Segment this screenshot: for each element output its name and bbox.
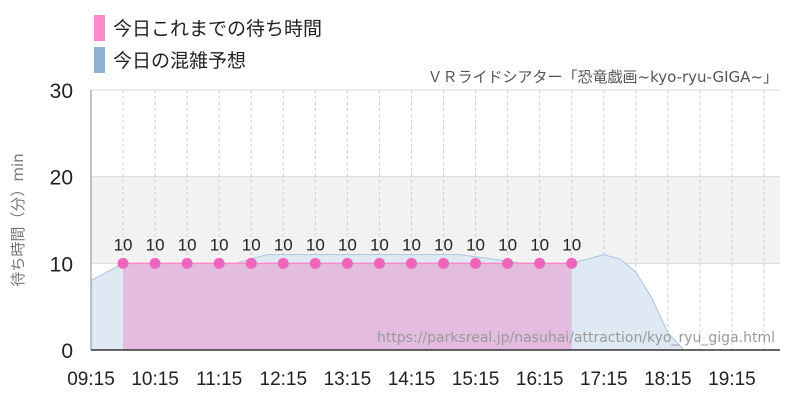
- wait-data-label: 10: [338, 235, 357, 254]
- wait-point: [309, 257, 321, 269]
- y-tick-label: 0: [61, 340, 73, 363]
- x-tick-label: 12:15: [260, 369, 308, 390]
- wait-point: [373, 257, 385, 269]
- x-tick-label: 14:15: [388, 369, 436, 390]
- wait-point: [245, 257, 257, 269]
- wait-point: [277, 257, 289, 269]
- y-tick-label: 20: [50, 167, 73, 190]
- wait-point: [405, 257, 417, 269]
- wait-data-label: 10: [146, 235, 165, 254]
- x-tick-label: 19:15: [708, 369, 756, 390]
- wait-data-label: 10: [242, 235, 261, 254]
- wait-area: [123, 263, 572, 350]
- wait-data-label: 10: [466, 235, 485, 254]
- x-tick-label: 15:15: [452, 369, 500, 390]
- wait-data-label: 10: [530, 235, 549, 254]
- wait-data-label: 10: [210, 235, 229, 254]
- wait-data-label: 10: [434, 235, 453, 254]
- wait-point: [470, 257, 482, 269]
- wait-point: [502, 257, 514, 269]
- legend-item-forecast: 今日の混雑予想: [94, 46, 246, 73]
- wait-point: [534, 257, 546, 269]
- chart-subtitle: ＶＲライドシアター「恐竜戯画~kyo-ryu-GIGA~」: [427, 68, 778, 86]
- wait-data-label: 10: [498, 235, 517, 254]
- legend-swatch-wait-so-far: [94, 14, 105, 41]
- x-tick-label: 18:15: [644, 369, 692, 390]
- highlight-band: [91, 176, 780, 264]
- wait-point: [341, 257, 353, 269]
- x-tick-label: 17:15: [580, 369, 628, 390]
- legend-label-wait-so-far: 今日これまでの待ち時間: [113, 18, 323, 40]
- legend-label-forecast: 今日の混雑予想: [113, 50, 247, 72]
- wait-data-label: 10: [114, 235, 133, 254]
- x-tick-label: 16:15: [516, 369, 564, 390]
- wait-data-label: 10: [562, 235, 581, 254]
- legend-swatch-forecast: [94, 46, 105, 73]
- wait-data-label: 10: [306, 235, 325, 254]
- wait-point: [438, 257, 450, 269]
- wait-data-label: 10: [402, 235, 421, 254]
- y-tick-label: 10: [50, 253, 73, 276]
- wait-point: [117, 257, 129, 269]
- legend-item-wait-so-far: 今日これまでの待ち時間: [94, 14, 322, 41]
- y-axis-title: 待ち時間（分）min: [9, 153, 27, 286]
- x-tick-label: 10:15: [131, 369, 179, 390]
- wait-data-label: 10: [274, 235, 293, 254]
- source-url: https://parksreal.jp/nasuhai/attraction/…: [377, 330, 775, 346]
- wait-point: [566, 257, 578, 269]
- x-tick-label: 13:15: [324, 369, 372, 390]
- x-tick-label: 09:15: [67, 369, 115, 390]
- wait-data-label: 10: [178, 235, 197, 254]
- wait-point: [213, 257, 225, 269]
- wait-point: [149, 257, 161, 269]
- y-tick-label: 30: [50, 80, 73, 103]
- wait-data-label: 10: [370, 235, 389, 254]
- wait-point: [181, 257, 193, 269]
- x-tick-label: 11:15: [196, 369, 242, 390]
